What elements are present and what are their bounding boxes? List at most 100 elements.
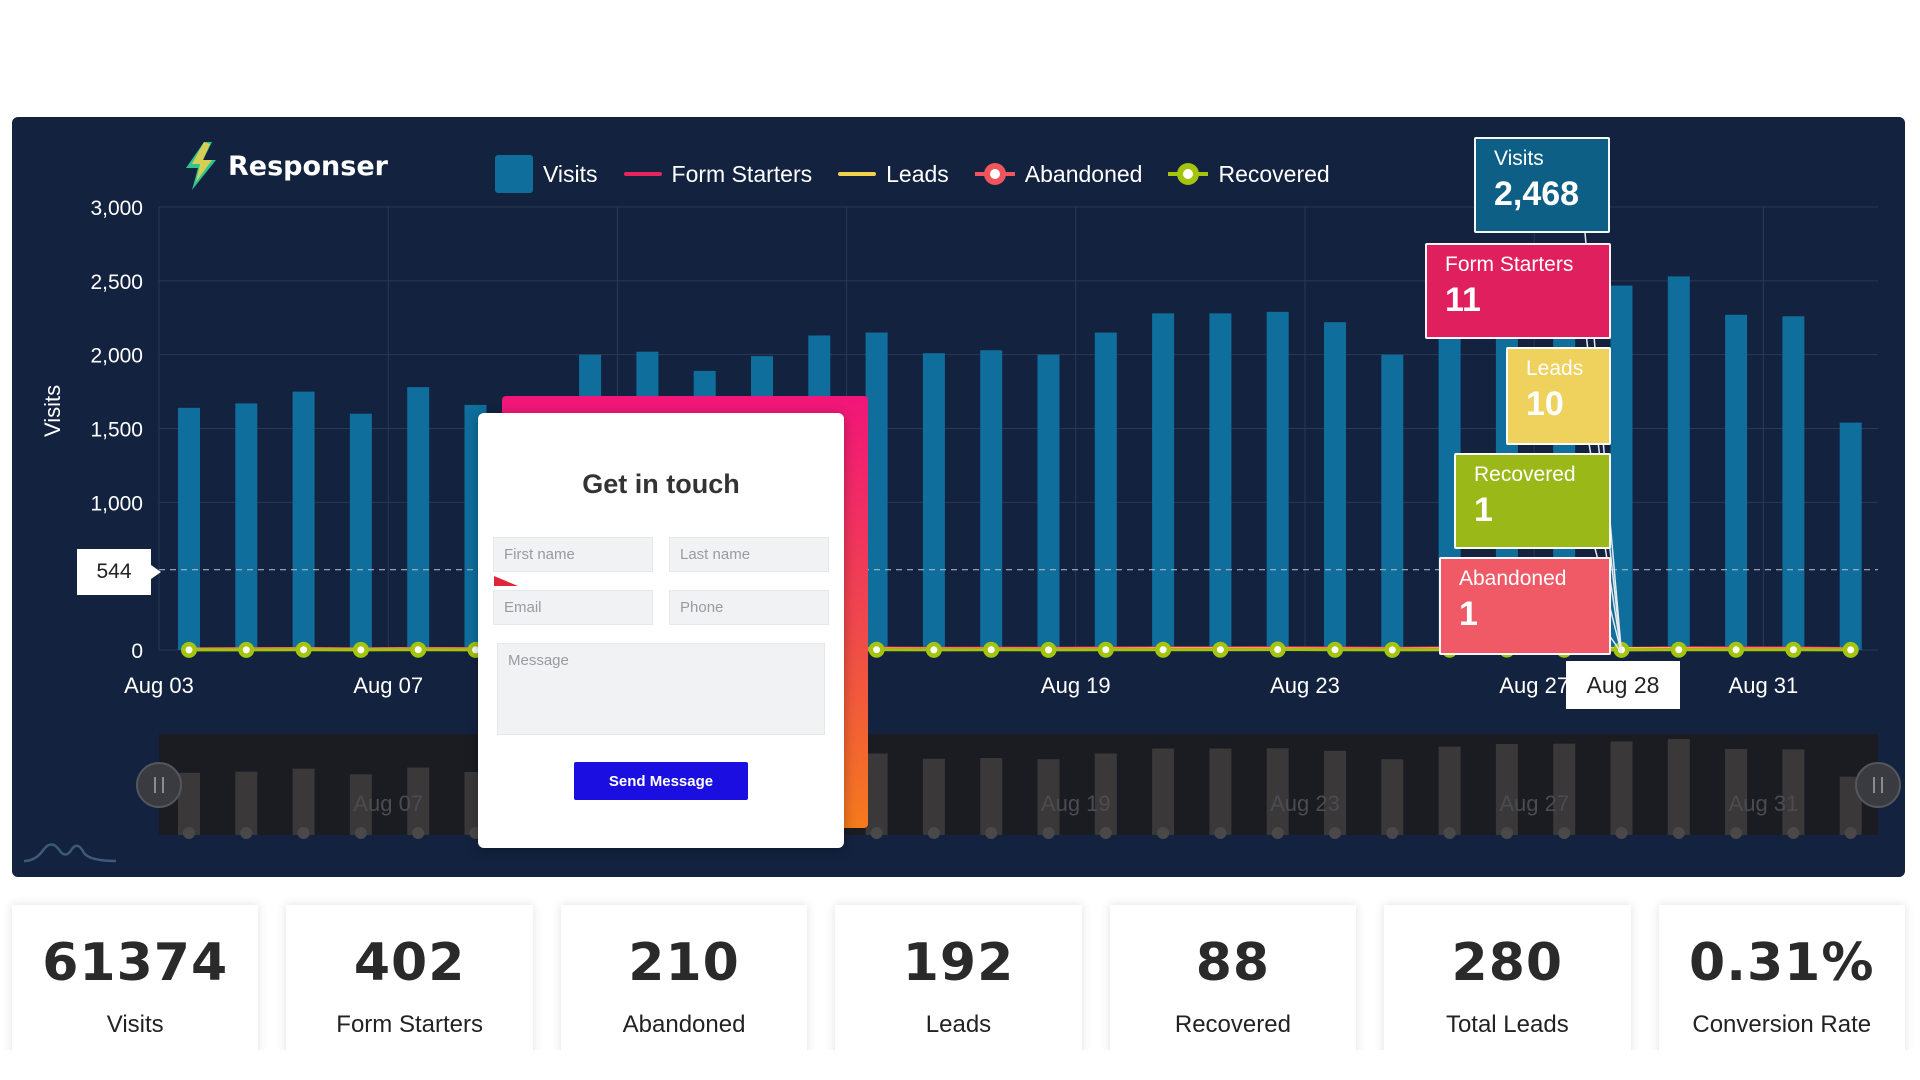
stat-card-leads: 192 Leads xyxy=(835,905,1082,1065)
first-name-field[interactable]: First name xyxy=(493,537,653,572)
y-tick-label: 1,000 xyxy=(90,492,143,515)
legend-item-abandoned[interactable]: Abandoned xyxy=(974,161,1142,188)
navigator-point xyxy=(1730,827,1743,839)
navigator-point xyxy=(1844,827,1857,839)
stat-label: Recovered xyxy=(1174,1011,1291,1038)
stat-label: Conversion Rate xyxy=(1692,1011,1872,1038)
tooltip-title: Recovered xyxy=(1474,463,1576,486)
bar-visits xyxy=(349,413,372,650)
tooltip-title: Visits xyxy=(1494,147,1544,170)
range-navigator xyxy=(159,734,1878,835)
navigator-bar xyxy=(1152,748,1175,835)
navigator-bar xyxy=(407,767,430,835)
navigator-tick-label: Aug 07 xyxy=(353,791,423,816)
tooltip-title: Leads xyxy=(1526,357,1584,380)
navigator-point xyxy=(1329,827,1341,839)
legend-item-recovered[interactable]: Recovered xyxy=(1168,161,1330,188)
y-tick-label: 3,000 xyxy=(90,197,143,220)
last-name-field[interactable]: Last name xyxy=(669,537,829,572)
recovered-point-center xyxy=(1675,646,1683,654)
navigator-point xyxy=(1042,827,1055,839)
recovered-point-center xyxy=(1159,646,1167,654)
navigator-right-handle[interactable] xyxy=(1855,762,1901,808)
stats-row: 61374 Visits 402 Form Starters 210 Aband… xyxy=(12,905,1905,1065)
bar-visits xyxy=(1839,422,1862,650)
x-tick-label: Aug 31 xyxy=(1729,673,1799,698)
stat-value: 88 xyxy=(1195,933,1271,993)
legend-item-form-starters[interactable]: Form Starters xyxy=(623,160,813,188)
y-axis-label: Visits xyxy=(40,384,65,437)
bar-visits xyxy=(922,353,945,650)
x-tick-label: Aug 07 xyxy=(353,673,423,698)
recovered-point-center xyxy=(300,646,308,654)
bar-visits xyxy=(1209,313,1232,650)
recovered-point-center xyxy=(987,646,995,654)
navigator-point xyxy=(1615,827,1628,839)
x-tick-label: Aug 27 xyxy=(1499,673,1569,698)
navigator-point xyxy=(183,827,195,839)
x-tick-label: Aug 03 xyxy=(124,673,194,698)
tooltip-title: Abandoned xyxy=(1459,567,1567,590)
recovered-point-center xyxy=(1388,646,1396,654)
navigator-point xyxy=(1672,827,1685,839)
navigator-point xyxy=(240,827,253,839)
navigator-bar xyxy=(1324,750,1346,835)
stat-card-total-leads: 280 Total Leads xyxy=(1384,905,1631,1065)
bar-visits xyxy=(235,403,258,650)
navigator-tick-label: Aug 23 xyxy=(1270,791,1340,816)
message-field[interactable]: Message xyxy=(497,643,825,735)
visits-swatch xyxy=(495,155,533,193)
recovered-point-center xyxy=(1274,646,1282,654)
recovered-point-center xyxy=(1789,646,1797,654)
bar-visits xyxy=(1324,322,1346,650)
navigator-bar xyxy=(980,758,1003,835)
bar-visits xyxy=(1782,316,1805,650)
navigator-point xyxy=(1214,827,1227,839)
navigator-point xyxy=(1443,827,1456,839)
bar-visits xyxy=(1381,354,1404,650)
email-field[interactable]: Email xyxy=(493,590,653,625)
recovered-swatch xyxy=(1168,163,1209,185)
bar-visits xyxy=(865,332,888,650)
bar-visits xyxy=(1610,285,1633,650)
legend-item-leads[interactable]: Leads xyxy=(838,161,949,188)
y-tick-label: 2,500 xyxy=(90,271,143,294)
leads-swatch xyxy=(838,172,877,176)
recovered-point-center xyxy=(873,646,881,654)
bar-visits xyxy=(1094,332,1117,650)
tooltip-leads: Leads 10 xyxy=(1506,347,1611,445)
legend-label: Form Starters xyxy=(671,160,813,187)
navigator-tick-label: Aug 31 xyxy=(1729,791,1799,816)
bar-visits xyxy=(1152,313,1175,650)
stat-card-visits: 61374 Visits xyxy=(12,905,259,1065)
tooltip-visits: Visits 2,468 xyxy=(1474,137,1610,233)
navigator-point xyxy=(1099,827,1112,839)
stat-card-recovered: 88 Recovered xyxy=(1109,905,1357,1065)
navigator-left-handle[interactable] xyxy=(136,762,182,808)
navigator-point xyxy=(870,827,883,839)
tooltip-form-starters: Form Starters 11 xyxy=(1425,243,1611,339)
navigator-point xyxy=(1500,827,1513,839)
navigator-bar xyxy=(1266,748,1289,835)
recovered-point-center xyxy=(930,646,938,654)
lightning-logo-icon xyxy=(186,142,216,190)
navigator-bar xyxy=(1381,759,1404,835)
bar-visits xyxy=(1037,354,1060,650)
stat-label: Abandoned xyxy=(622,1011,746,1038)
navigator-bar xyxy=(1782,749,1805,835)
phone-field[interactable]: Phone xyxy=(669,590,829,625)
navigator-bar xyxy=(292,768,315,835)
stat-card-form-starters: 402 Form Starters xyxy=(286,905,533,1065)
chart-legend: Visits Form Starters Leads Abandoned Rec… xyxy=(495,155,1330,193)
recovered-point-center xyxy=(414,646,422,654)
navigator-bar xyxy=(1438,746,1461,835)
send-message-button[interactable]: Send Message xyxy=(574,762,748,800)
hover-x-label: Aug 28 xyxy=(1566,661,1680,709)
form-starters-swatch xyxy=(623,172,662,176)
navigator-bar xyxy=(865,753,888,835)
navigator-point xyxy=(985,827,998,839)
recovered-point-center xyxy=(185,646,193,654)
recovered-point-center xyxy=(1216,646,1224,654)
legend-item-visits[interactable]: Visits xyxy=(495,155,598,193)
